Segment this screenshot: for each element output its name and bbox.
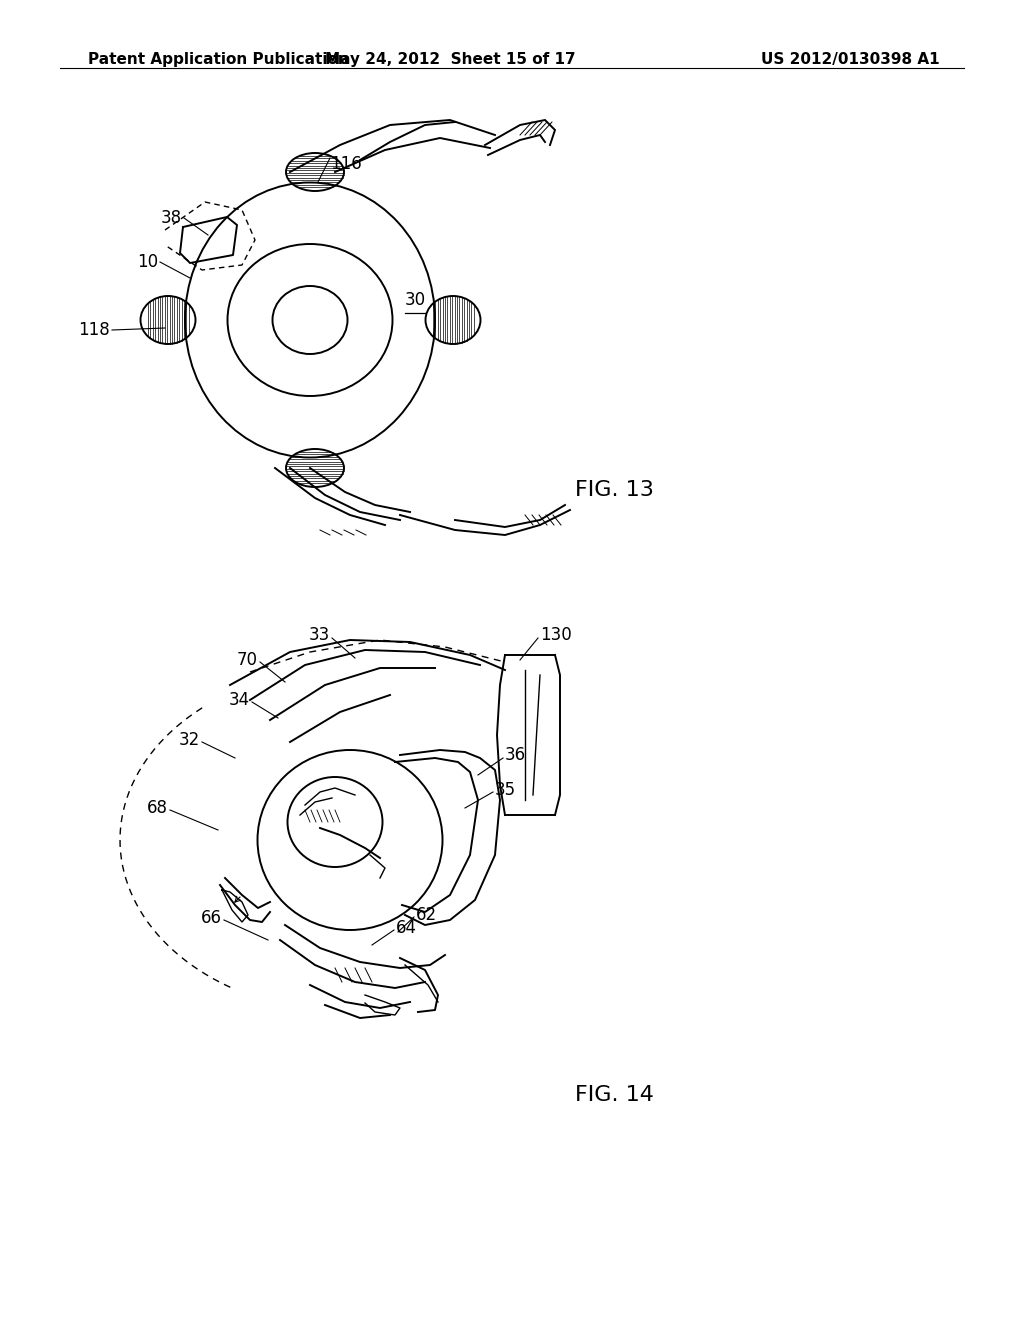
Text: May 24, 2012  Sheet 15 of 17: May 24, 2012 Sheet 15 of 17 <box>325 51 575 67</box>
Text: 118: 118 <box>78 321 110 339</box>
Text: 66: 66 <box>201 909 222 927</box>
Text: FIG. 14: FIG. 14 <box>575 1085 654 1105</box>
Text: 30: 30 <box>406 290 426 309</box>
Text: 32: 32 <box>179 731 200 748</box>
Text: Patent Application Publication: Patent Application Publication <box>88 51 349 67</box>
Text: 10: 10 <box>137 253 158 271</box>
Text: 64: 64 <box>396 919 417 937</box>
Text: 38: 38 <box>161 209 182 227</box>
Text: FIG. 13: FIG. 13 <box>575 480 654 500</box>
Text: 130: 130 <box>540 626 571 644</box>
Text: 33: 33 <box>309 626 330 644</box>
Text: 62: 62 <box>416 906 437 924</box>
Text: 116: 116 <box>330 154 361 173</box>
Text: 36: 36 <box>505 746 526 764</box>
Text: 70: 70 <box>237 651 258 669</box>
Text: US 2012/0130398 A1: US 2012/0130398 A1 <box>762 51 940 67</box>
Text: 68: 68 <box>147 799 168 817</box>
Text: 34: 34 <box>229 690 250 709</box>
Text: 35: 35 <box>495 781 516 799</box>
